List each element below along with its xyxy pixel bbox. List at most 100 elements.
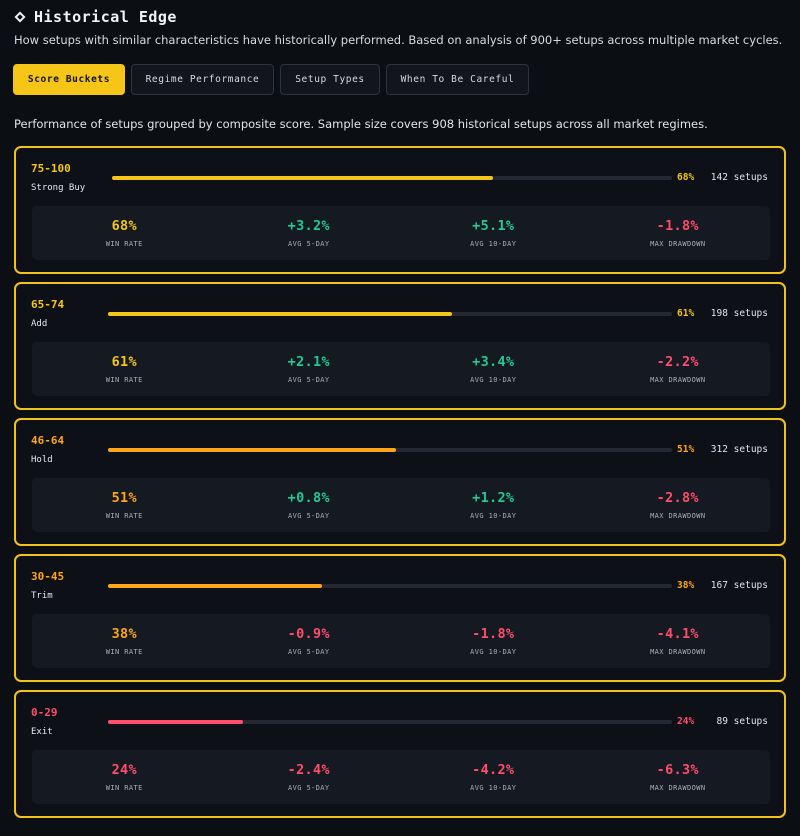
metric-win-rate: 38% WIN RATE [32, 614, 217, 668]
win-rate-percent: 51% [677, 444, 695, 455]
score-bucket-card[interactable]: 30-45 Trim 38% 167 setups 38% WIN RATE -… [14, 554, 786, 682]
metric-win-rate: 68% WIN RATE [32, 206, 217, 260]
bucket-range: 65-74 [31, 298, 65, 311]
metric-max-drawdown: -4.1% MAX DRAWDOWN [586, 614, 771, 668]
max-drawdown-value: -4.1% [656, 626, 699, 642]
win-rate-label: WIN RATE [105, 376, 143, 384]
win-rate-bar [108, 584, 672, 588]
win-rate-value: 51% [111, 490, 137, 506]
win-rate-bar-fill [108, 312, 453, 316]
win-rate-bar-fill [112, 176, 493, 180]
avg-5-day-label: AVG 5-DAY [287, 376, 330, 384]
page-subtitle: How setups with similar characteristics … [14, 33, 783, 47]
metric-avg-10-day: +3.4% AVG 10-DAY [401, 342, 586, 396]
setup-count: 198 setups [710, 308, 768, 319]
avg-5-day-value: +0.8% [287, 490, 330, 506]
avg-5-day-label: AVG 5-DAY [287, 648, 330, 656]
win-rate-bar [112, 176, 672, 180]
metric-avg-10-day: +5.1% AVG 10-DAY [401, 206, 586, 260]
avg-10-day-value: +1.2% [472, 490, 515, 506]
max-drawdown-label: MAX DRAWDOWN [650, 376, 706, 384]
avg-10-day-value: +3.4% [472, 354, 515, 370]
metric-avg-10-day: -4.2% AVG 10-DAY [401, 750, 586, 804]
max-drawdown-value: -1.8% [656, 218, 699, 234]
score-bucket-card[interactable]: 0-29 Exit 24% 89 setups 24% WIN RATE -2.… [14, 690, 786, 818]
page-title: Historical Edge [34, 8, 177, 26]
setup-count: 312 setups [710, 444, 768, 455]
score-bucket-card[interactable]: 75-100 Strong Buy 68% 142 setups 68% WIN… [14, 146, 786, 274]
avg-10-day-label: AVG 10-DAY [470, 376, 517, 384]
setup-count: 142 setups [710, 172, 768, 183]
tab-setup-types[interactable]: Setup Types [280, 64, 380, 95]
metrics-panel: 38% WIN RATE -0.9% AVG 5-DAY -1.8% AVG 1… [32, 614, 770, 668]
bucket-range: 0-29 [31, 706, 58, 719]
tab-bar: Score Buckets Regime Performance Setup T… [13, 64, 529, 95]
metrics-panel: 51% WIN RATE +0.8% AVG 5-DAY +1.2% AVG 1… [32, 478, 770, 532]
tab-score-buckets[interactable]: Score Buckets [13, 64, 125, 95]
bucket-label: Add [31, 319, 48, 329]
win-rate-value: 38% [111, 626, 137, 642]
max-drawdown-value: -2.2% [656, 354, 699, 370]
avg-10-day-label: AVG 10-DAY [470, 240, 517, 248]
metric-max-drawdown: -2.2% MAX DRAWDOWN [586, 342, 771, 396]
max-drawdown-label: MAX DRAWDOWN [650, 512, 706, 520]
win-rate-value: 24% [111, 762, 137, 778]
diamond-icon [14, 11, 26, 23]
metric-avg-10-day: +1.2% AVG 10-DAY [401, 478, 586, 532]
metric-win-rate: 51% WIN RATE [32, 478, 217, 532]
win-rate-label: WIN RATE [105, 784, 143, 792]
metric-avg-10-day: -1.8% AVG 10-DAY [401, 614, 586, 668]
avg-10-day-value: +5.1% [472, 218, 515, 234]
metric-max-drawdown: -1.8% MAX DRAWDOWN [586, 206, 771, 260]
setup-count: 167 setups [710, 580, 768, 591]
bucket-label: Strong Buy [31, 183, 86, 193]
metric-win-rate: 24% WIN RATE [32, 750, 217, 804]
avg-5-day-label: AVG 5-DAY [287, 240, 330, 248]
win-rate-bar [108, 448, 672, 452]
avg-5-day-label: AVG 5-DAY [287, 512, 330, 520]
win-rate-bar [108, 720, 672, 724]
score-bucket-card[interactable]: 65-74 Add 61% 198 setups 61% WIN RATE +2… [14, 282, 786, 410]
avg-5-day-value: -2.4% [287, 762, 330, 778]
score-bucket-card[interactable]: 46-64 Hold 51% 312 setups 51% WIN RATE +… [14, 418, 786, 546]
avg-5-day-value: +3.2% [287, 218, 330, 234]
win-rate-bar [108, 312, 672, 316]
metric-max-drawdown: -6.3% MAX DRAWDOWN [586, 750, 771, 804]
avg-5-day-value: -0.9% [287, 626, 330, 642]
metric-avg-5-day: -0.9% AVG 5-DAY [217, 614, 402, 668]
bucket-label: Trim [31, 591, 53, 601]
metrics-panel: 68% WIN RATE +3.2% AVG 5-DAY +5.1% AVG 1… [32, 206, 770, 260]
header: Historical Edge [14, 8, 177, 26]
metric-avg-5-day: -2.4% AVG 5-DAY [217, 750, 402, 804]
bucket-label: Exit [31, 727, 53, 737]
avg-10-day-label: AVG 10-DAY [470, 648, 517, 656]
win-rate-value: 61% [111, 354, 137, 370]
win-rate-label: WIN RATE [105, 240, 143, 248]
metric-max-drawdown: -2.8% MAX DRAWDOWN [586, 478, 771, 532]
win-rate-label: WIN RATE [105, 648, 143, 656]
win-rate-bar-fill [108, 720, 244, 724]
win-rate-percent: 38% [677, 580, 695, 591]
win-rate-percent: 24% [677, 716, 695, 727]
max-drawdown-label: MAX DRAWDOWN [650, 784, 706, 792]
bucket-range: 46-64 [31, 434, 65, 447]
win-rate-percent: 61% [677, 308, 695, 319]
win-rate-value: 68% [111, 218, 137, 234]
max-drawdown-value: -6.3% [656, 762, 699, 778]
avg-10-day-label: AVG 10-DAY [470, 784, 517, 792]
metrics-panel: 61% WIN RATE +2.1% AVG 5-DAY +3.4% AVG 1… [32, 342, 770, 396]
avg-5-day-label: AVG 5-DAY [287, 784, 330, 792]
avg-10-day-label: AVG 10-DAY [470, 512, 517, 520]
max-drawdown-label: MAX DRAWDOWN [650, 648, 706, 656]
metric-avg-5-day: +0.8% AVG 5-DAY [217, 478, 402, 532]
metric-win-rate: 61% WIN RATE [32, 342, 217, 396]
avg-10-day-value: -1.8% [472, 626, 515, 642]
tab-regime-performance[interactable]: Regime Performance [131, 64, 274, 95]
metric-avg-5-day: +3.2% AVG 5-DAY [217, 206, 402, 260]
setup-count: 89 setups [716, 716, 768, 727]
bucket-range: 75-100 [31, 162, 71, 175]
win-rate-label: WIN RATE [105, 512, 143, 520]
metric-avg-5-day: +2.1% AVG 5-DAY [217, 342, 402, 396]
win-rate-bar-fill [108, 584, 323, 588]
tab-when-to-be-careful[interactable]: When To Be Careful [386, 64, 529, 95]
